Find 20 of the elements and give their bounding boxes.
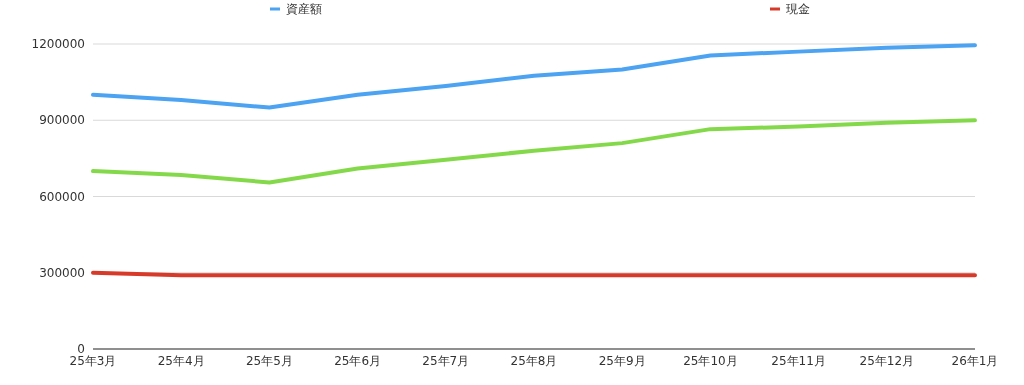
line-series <box>91 118 977 185</box>
x-tick-label: 25年12月 <box>859 354 915 368</box>
y-tick-label: 1200000 <box>31 37 85 51</box>
x-tick-label: 25年3月 <box>69 354 117 368</box>
x-tick-label: 25年5月 <box>245 354 293 368</box>
x-tick-label: 25年4月 <box>157 354 205 368</box>
y-tick-label: 0 <box>77 342 85 356</box>
x-tick-label: 25年10月 <box>683 354 738 368</box>
x-tick-label: 26年1月 <box>951 354 999 368</box>
y-tick-label: 600000 <box>39 189 85 204</box>
y-tick-label: 300000 <box>39 265 85 280</box>
line-series <box>91 43 977 110</box>
x-tick-label: 25年7月 <box>422 354 470 368</box>
y-tick-label: 900000 <box>39 113 85 128</box>
legend-label: 資産額 <box>286 2 322 16</box>
x-tick-label: 25年9月 <box>598 354 646 368</box>
x-tick-label: 25年6月 <box>334 354 382 368</box>
x-tick-label: 25年11月 <box>771 354 826 368</box>
legend-label: 現金 <box>786 2 810 16</box>
x-tick-label: 25年8月 <box>510 354 558 368</box>
